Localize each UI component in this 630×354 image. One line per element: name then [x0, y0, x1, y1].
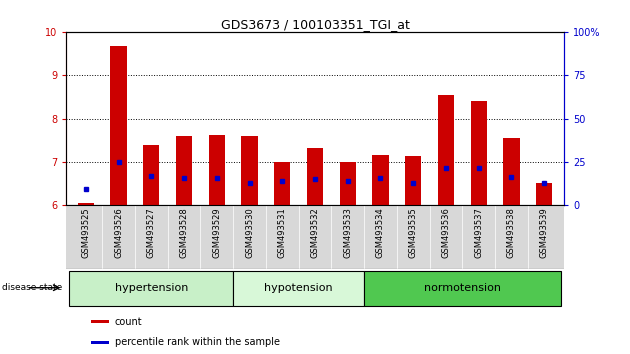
Text: GSM493539: GSM493539	[540, 207, 549, 258]
Bar	[176, 136, 192, 205]
Text: GSM493533: GSM493533	[343, 207, 352, 258]
Text: GSM493527: GSM493527	[147, 207, 156, 258]
Text: hypertension: hypertension	[115, 283, 188, 293]
Text: percentile rank within the sample: percentile rank within the sample	[115, 337, 280, 348]
Text: GSM493530: GSM493530	[245, 207, 254, 258]
FancyBboxPatch shape	[364, 271, 561, 306]
Bar	[110, 46, 127, 205]
Bar	[340, 162, 356, 205]
Title: GDS3673 / 100103351_TGI_at: GDS3673 / 100103351_TGI_at	[220, 18, 410, 31]
Text: hypotension: hypotension	[265, 283, 333, 293]
Text: GSM493537: GSM493537	[474, 207, 483, 258]
Text: GSM493534: GSM493534	[376, 207, 385, 258]
Bar	[143, 145, 159, 205]
Bar	[471, 101, 487, 205]
Bar	[307, 148, 323, 205]
Bar	[372, 155, 389, 205]
Bar	[503, 138, 520, 205]
FancyBboxPatch shape	[91, 320, 109, 323]
Bar	[536, 183, 553, 205]
Text: GSM493536: GSM493536	[442, 207, 450, 258]
Bar	[274, 162, 290, 205]
FancyBboxPatch shape	[233, 271, 364, 306]
Bar	[405, 156, 421, 205]
Text: GSM493531: GSM493531	[278, 207, 287, 258]
Text: GSM493528: GSM493528	[180, 207, 188, 258]
Text: GSM493529: GSM493529	[212, 207, 221, 258]
Text: count: count	[115, 317, 142, 327]
Text: normotension: normotension	[424, 283, 501, 293]
Bar	[241, 136, 258, 205]
Text: GSM493532: GSM493532	[311, 207, 319, 258]
Text: GSM493526: GSM493526	[114, 207, 123, 258]
Bar	[438, 95, 454, 205]
Text: GSM493525: GSM493525	[81, 207, 90, 258]
Bar	[77, 203, 94, 205]
Text: disease state: disease state	[2, 283, 62, 292]
Text: GSM493538: GSM493538	[507, 207, 516, 258]
FancyBboxPatch shape	[91, 341, 109, 344]
Text: GSM493535: GSM493535	[409, 207, 418, 258]
Bar	[209, 135, 225, 205]
FancyBboxPatch shape	[69, 271, 233, 306]
